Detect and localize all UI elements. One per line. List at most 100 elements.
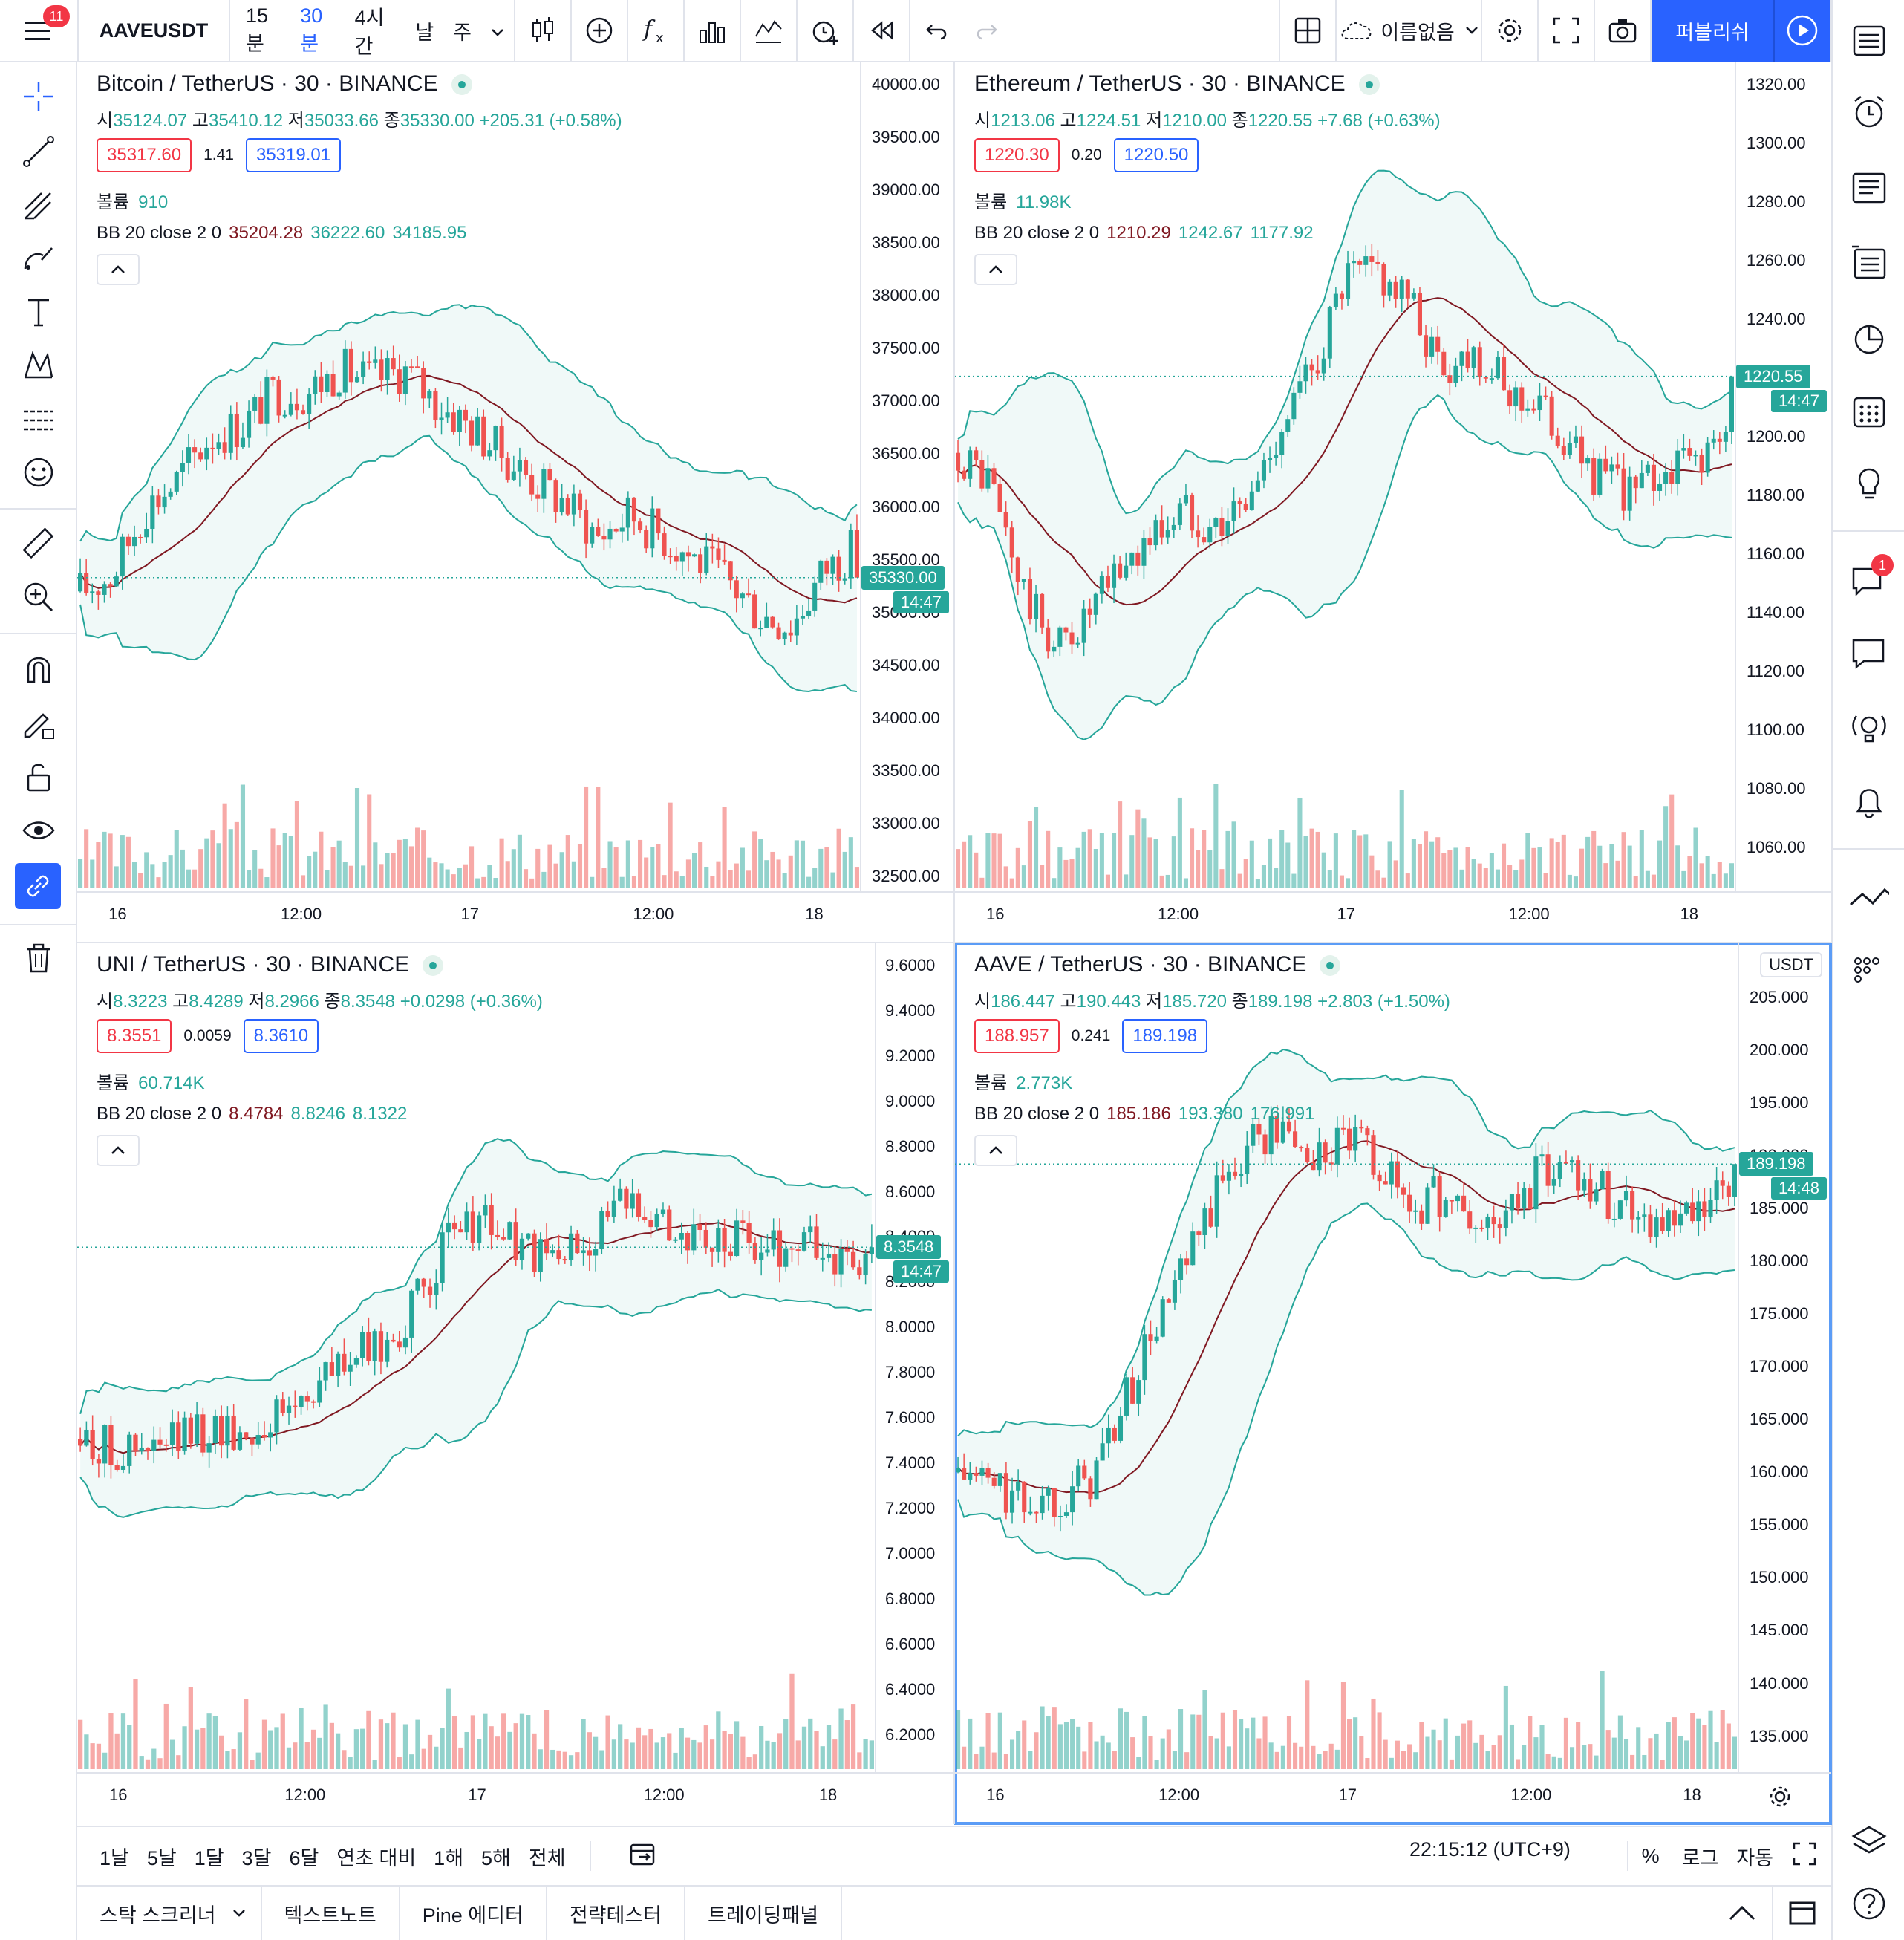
interval-dropdown[interactable] xyxy=(481,19,514,42)
buy-price-button[interactable]: 1220.50 xyxy=(1113,138,1199,172)
percent-toggle[interactable]: % xyxy=(1641,1844,1660,1867)
text-tool[interactable] xyxy=(19,293,58,331)
prediction-tool[interactable] xyxy=(19,400,58,438)
alert-button[interactable] xyxy=(798,0,854,62)
interval-4h[interactable]: 4시간 xyxy=(354,7,385,58)
collapse-panel-button[interactable] xyxy=(1712,1886,1772,1940)
fullscreen-button[interactable] xyxy=(1539,0,1595,62)
volume-legend[interactable]: 볼륨 2.773K xyxy=(974,1068,1072,1094)
range-5d[interactable]: 5날 xyxy=(146,1846,177,1869)
chart-pane[interactable]: 9.60009.40009.20009.00008.80008.60008.40… xyxy=(77,943,953,1824)
time-axis[interactable]: 16 12:00 17 12:00 18 xyxy=(955,1772,1831,1824)
compare-button[interactable] xyxy=(572,0,628,62)
chart-type-button[interactable] xyxy=(515,0,572,62)
interval-week[interactable]: 주 xyxy=(453,21,472,44)
time-axis[interactable]: 16 12:00 17 12:00 18 xyxy=(955,891,1831,942)
log-toggle[interactable]: 로그 xyxy=(1681,1846,1719,1869)
trendline-tool[interactable] xyxy=(19,132,58,171)
remove-drawings-tool[interactable] xyxy=(19,939,58,977)
calendar-button[interactable] xyxy=(1849,391,1889,431)
ideas-button[interactable] xyxy=(1849,465,1889,505)
watchlist-button[interactable] xyxy=(1849,21,1889,61)
notifications-button[interactable] xyxy=(1849,781,1889,821)
clock[interactable]: 22:15:12 (UTC+9) xyxy=(1409,1838,1571,1861)
measure-tool[interactable] xyxy=(19,524,58,563)
collapse-legend-button[interactable] xyxy=(974,254,1017,285)
price-plot[interactable] xyxy=(77,943,875,1772)
pitchfork-tool[interactable] xyxy=(19,186,58,224)
price-axis[interactable]: 1320.00 1300.00 1280.00 1260.00 1240.00 1220.… xyxy=(1735,62,1831,891)
goto-date-button[interactable] xyxy=(619,1840,667,1872)
settings-button[interactable] xyxy=(1482,0,1539,62)
sell-price-button[interactable]: 8.3551 xyxy=(97,1019,172,1053)
bb-legend[interactable]: BB 20 close 2 0 1210.29 1242.67 1177.92 xyxy=(974,223,1314,244)
bb-legend[interactable]: BB 20 close 2 0 185.186 193.380 176.991 xyxy=(974,1104,1314,1124)
price-plot[interactable] xyxy=(955,62,1735,891)
hotlist-button[interactable] xyxy=(1849,318,1889,358)
replay-button[interactable] xyxy=(854,0,910,62)
snapshot-button[interactable] xyxy=(1595,0,1652,62)
range-ytd[interactable]: 연초 대비 xyxy=(336,1846,417,1869)
lock-all-tool[interactable] xyxy=(19,758,58,796)
price-axis[interactable]: 205.000200.000195.000190.000185.000180.0… xyxy=(1738,943,1831,1772)
streams-button[interactable] xyxy=(1849,707,1889,747)
range-1d[interactable]: 1날 xyxy=(100,1846,129,1869)
price-axis[interactable]: 9.60009.40009.20009.00008.80008.60008.40… xyxy=(875,943,953,1772)
layers-button[interactable] xyxy=(1849,1821,1889,1861)
undo-button[interactable] xyxy=(910,0,964,62)
price-plot[interactable] xyxy=(955,943,1738,1772)
brush-tool[interactable] xyxy=(19,239,58,278)
range-1y[interactable]: 1해 xyxy=(434,1846,464,1869)
financials-button[interactable] xyxy=(685,0,741,62)
tab-screener[interactable]: 스탁 스크리너 xyxy=(77,1886,262,1940)
bb-legend[interactable]: BB 20 close 2 0 8.4784 8.8246 8.1322 xyxy=(97,1104,407,1124)
trading-button[interactable] xyxy=(1849,876,1889,917)
magnet-tool[interactable] xyxy=(19,651,58,689)
pattern-tool[interactable] xyxy=(19,346,58,385)
range-5y[interactable]: 5해 xyxy=(481,1846,511,1869)
interval-15m[interactable]: 15분 xyxy=(246,4,269,55)
tab-strategy-tester[interactable]: 전략테스터 xyxy=(547,1886,686,1940)
maximize-panel-button[interactable] xyxy=(1772,1886,1831,1940)
publish-button[interactable]: 퍼블리쉬 xyxy=(1652,0,1775,62)
tab-text-notes[interactable]: 텍스트노트 xyxy=(262,1886,400,1940)
interval-day[interactable]: 날 xyxy=(415,21,434,44)
hide-drawings-tool[interactable] xyxy=(19,811,58,850)
object-tree-button[interactable] xyxy=(1849,951,1889,991)
templates-button[interactable] xyxy=(741,0,798,62)
time-axis[interactable]: 16 12:00 17 12:00 18 xyxy=(77,1772,953,1824)
auto-toggle[interactable]: 자동 xyxy=(1736,1846,1773,1869)
symbol-legend[interactable]: UNI / TetherUS · 30 · BINANCE xyxy=(97,952,444,977)
chats-button[interactable]: 1 xyxy=(1849,554,1894,600)
symbol-legend[interactable]: AAVE / TetherUS · 30 · BINANCE xyxy=(974,952,1341,977)
auto-scale-button[interactable] xyxy=(1782,1840,1831,1872)
axis-settings-button[interactable] xyxy=(1767,1784,1793,1813)
chart-pane[interactable]: 40000.00 39500.00 39000.00 38500.00 38000.00… xyxy=(77,62,953,942)
chart-pane[interactable]: 1320.00 1300.00 1280.00 1260.00 1240.00 1220.… xyxy=(955,62,1831,942)
sell-price-button[interactable]: 35317.60 xyxy=(97,138,192,172)
volume-legend[interactable]: 볼륨 60.714K xyxy=(97,1068,205,1094)
pane-divider[interactable] xyxy=(77,942,1831,943)
range-all[interactable]: 전체 xyxy=(528,1846,566,1869)
layout-button[interactable] xyxy=(1280,0,1337,62)
range-3m[interactable]: 3달 xyxy=(241,1846,272,1869)
symbol-legend[interactable]: Ethereum / TetherUS · 30 · BINANCE xyxy=(974,71,1380,97)
symbol-legend[interactable]: Bitcoin / TetherUS · 30 · BINANCE xyxy=(97,71,472,97)
zoom-tool[interactable] xyxy=(19,578,58,616)
buy-price-button[interactable]: 189.198 xyxy=(1122,1019,1208,1053)
help-button[interactable] xyxy=(1849,1884,1889,1924)
redo-button[interactable] xyxy=(964,0,1008,62)
collapse-legend-button[interactable] xyxy=(97,254,140,285)
sell-price-button[interactable]: 188.957 xyxy=(974,1019,1060,1053)
range-6m[interactable]: 6달 xyxy=(289,1846,319,1869)
price-plot[interactable] xyxy=(77,62,860,891)
collapse-legend-button[interactable] xyxy=(974,1135,1017,1166)
tab-trading-panel[interactable]: 트레이딩패널 xyxy=(685,1886,843,1940)
buy-price-button[interactable]: 8.3610 xyxy=(243,1019,319,1053)
tab-pine-editor[interactable]: Pine 에디터 xyxy=(400,1886,547,1940)
symbol-search-button[interactable]: AAVEUSDT xyxy=(79,0,230,62)
lock-drawing-tool[interactable] xyxy=(19,704,58,743)
buy-price-button[interactable]: 35319.01 xyxy=(245,138,342,172)
emoji-tool[interactable] xyxy=(19,453,58,492)
alerts-button[interactable] xyxy=(1849,92,1889,132)
